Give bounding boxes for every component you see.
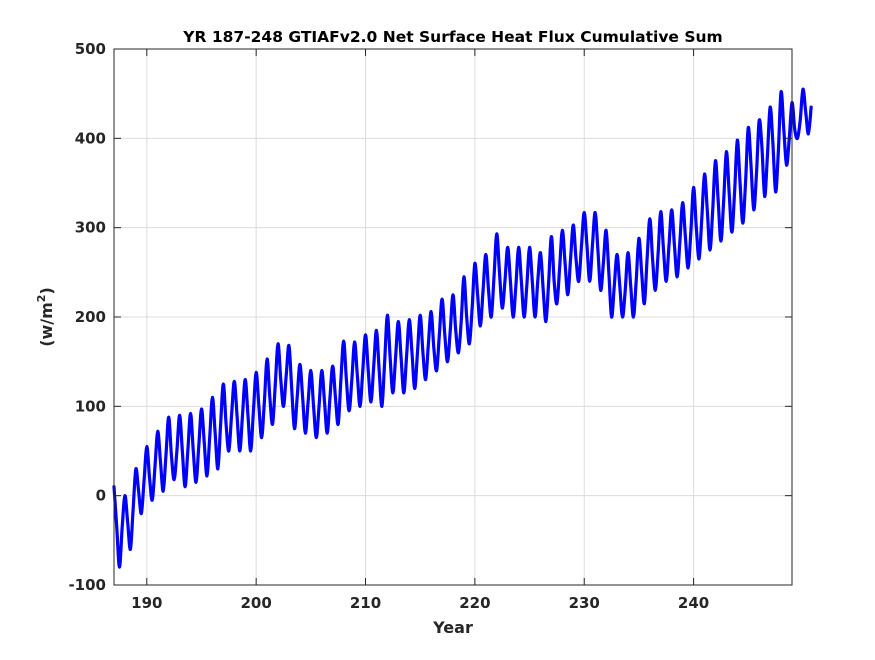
y-tick-label: 100 [75,397,106,415]
y-tick-label: -100 [68,576,106,594]
x-tick-label: 210 [350,594,381,612]
series-layer [112,87,813,569]
y-tick-label: 400 [75,129,106,147]
ticks: 190 200 210 220 230 240 -100 0 100 200 300 400 500 [68,40,792,612]
x-tick-label: 190 [131,594,162,612]
y-axis-label-superscript: 2 [35,295,48,303]
x-tick-label: 220 [459,594,490,612]
y-tick-label: 200 [75,308,106,326]
y-axis-label: (w/m2) [35,287,56,347]
y-axis-label-main: (w/m [37,302,56,347]
series-line [112,87,813,569]
grid [114,48,792,586]
y-tick-label: 500 [75,40,106,58]
y-tick-label: 0 [96,487,106,505]
x-axis-label: Year [432,618,473,637]
x-tick-label: 240 [678,594,709,612]
x-tick-label: 230 [569,594,600,612]
y-tick-label: 300 [75,219,106,237]
y-axis-label-suffix: ) [37,287,56,294]
x-tick-label: 200 [241,594,272,612]
chart-title: YR 187-248 GTIAFv2.0 Net Surface Heat Fl… [182,28,722,46]
